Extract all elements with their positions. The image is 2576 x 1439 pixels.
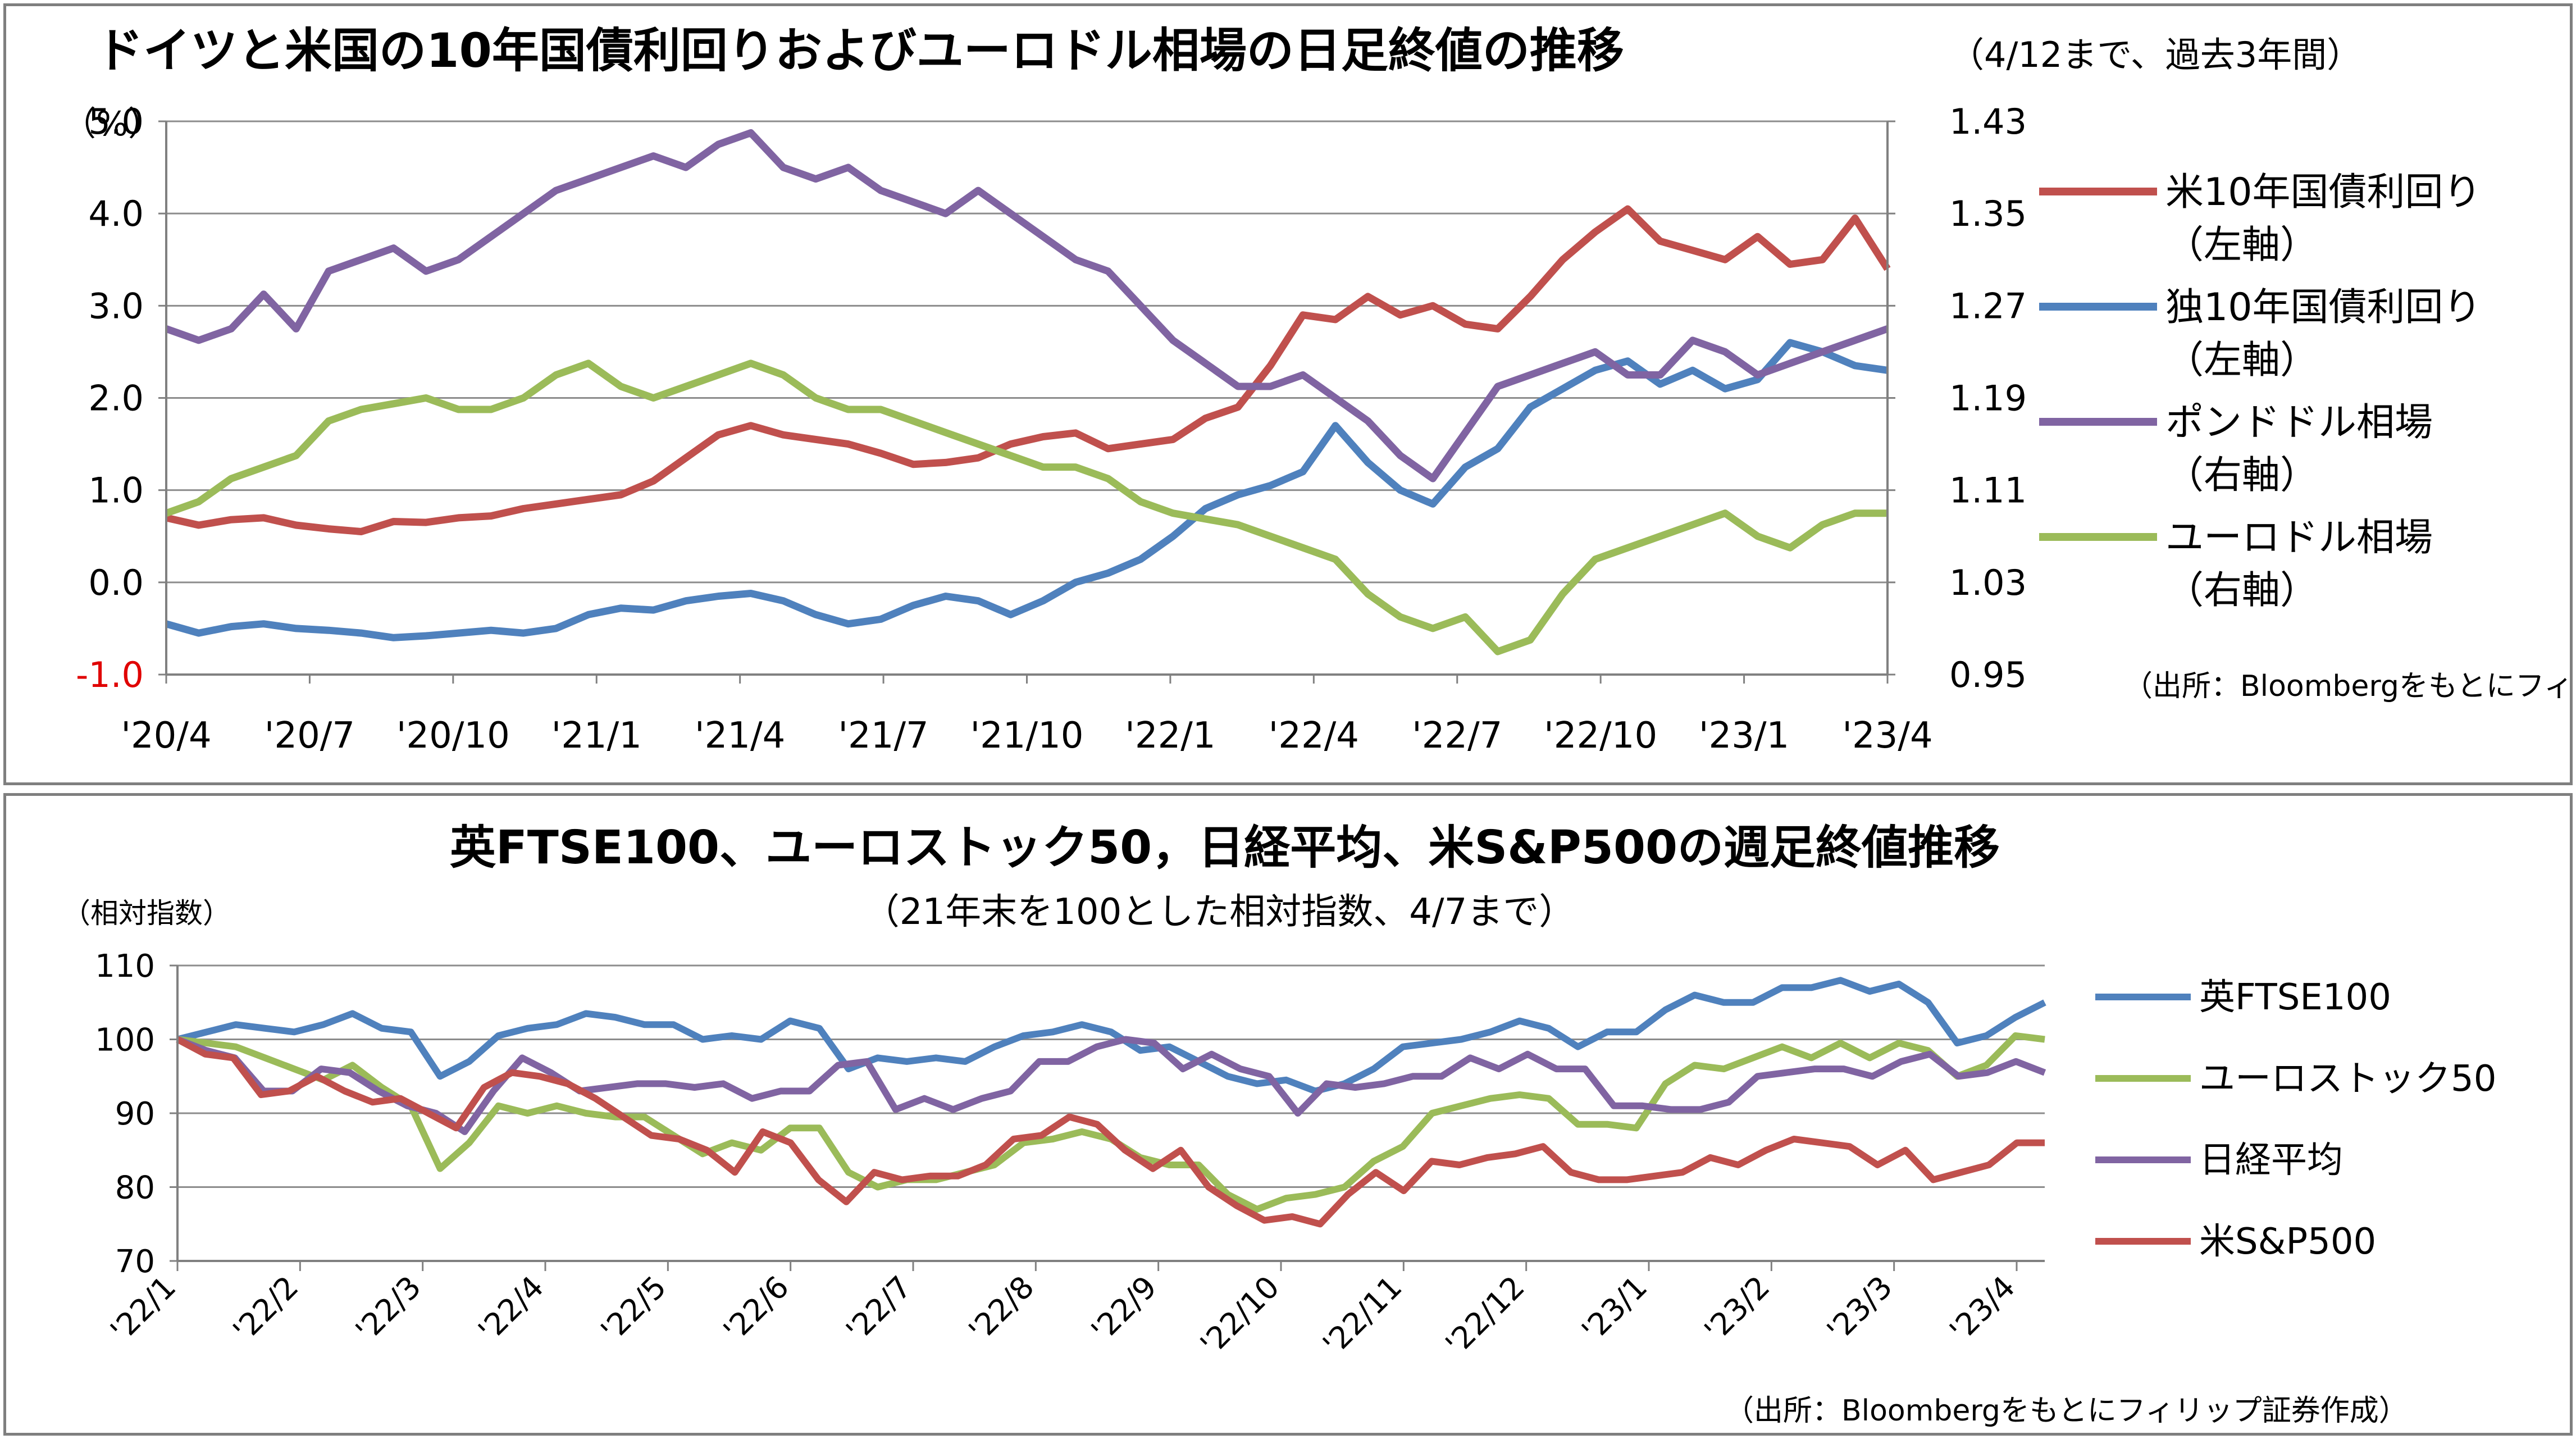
legend-label: 米S&P500 [2199, 1221, 2376, 1263]
chart-title: 英FTSE100、ユーロストック50，日経平均、米S&P500の週足終値推移 [450, 821, 2000, 875]
x-tick-label: '22/10 [1193, 1269, 1286, 1362]
x-tick-label: '22/6 [717, 1269, 796, 1349]
x-tick-label: '23/1 [1699, 715, 1789, 757]
left-tick-label: 3.0 [88, 285, 144, 326]
series-line-2 [165, 129, 1889, 482]
x-tick-label: '23/3 [1820, 1269, 1899, 1349]
x-tick-label: '22/10 [1544, 715, 1657, 757]
legend-axis-note: （左軸） [2165, 223, 2318, 267]
x-tick-label: '23/4 [1842, 715, 1932, 757]
y-tick-label: 80 [115, 1170, 155, 1206]
series-line--ftse100 [176, 977, 2046, 1095]
right-tick-label: 1.03 [1949, 562, 2027, 603]
legend-label: ユーロストック50 [2199, 1058, 2496, 1100]
source-note: （出所：Bloombergをもとにフィリップ証券作成） [1725, 1394, 2408, 1428]
chart-panel-bond-fx: ドイツと米国の10年国債利回りおよびユーロドル相場の日足終値の推移 （4/12ま… [3, 3, 2575, 785]
left-tick-label: 5.0 [88, 101, 144, 142]
legend-label: 米10年国債利回り [2165, 170, 2482, 215]
x-tick-label: '23/4 [1943, 1269, 2022, 1349]
series-line-0 [165, 205, 1891, 535]
left-tick-label: 4.0 [88, 193, 144, 234]
x-tick-label: '20/7 [265, 715, 355, 757]
y-tick-label: 90 [115, 1096, 155, 1132]
right-tick-label: 1.27 [1949, 285, 2027, 326]
x-tick-label: '21/10 [970, 715, 1083, 757]
x-tick-label: '22/3 [349, 1269, 428, 1349]
left-tick-label: -1.0 [76, 654, 144, 695]
x-tick-label: '22/4 [471, 1269, 550, 1349]
x-tick-label: '23/2 [1698, 1269, 1777, 1349]
x-tick-label: '22/8 [962, 1269, 1041, 1349]
left-axis-unit: （%） [62, 104, 162, 144]
chart-title: ドイツと米国の10年国債利回りおよびユーロドル相場の日足終値の推移 [96, 23, 1624, 78]
source-note: （出所：Bloombergをもとにフィリップ証券作成） [2123, 670, 2575, 703]
legend-axis-note: （左軸） [2165, 338, 2318, 382]
series-line-- [176, 1036, 2046, 1135]
right-tick-label: 1.19 [1949, 378, 2027, 419]
legend-label: 日経平均 [2199, 1140, 2343, 1181]
y-tick-label: 110 [95, 948, 155, 985]
right-tick-label: 1.11 [1949, 470, 2027, 511]
x-tick-label: '22/12 [1439, 1269, 1531, 1362]
x-tick-label: '21/7 [838, 715, 928, 757]
legend-label: 独10年国債利回り [2165, 285, 2482, 330]
x-tick-label: '22/7 [1412, 715, 1502, 757]
x-tick-label: '23/1 [1575, 1269, 1654, 1349]
stock-index-chart: 英FTSE100、ユーロストック50，日経平均、米S&P500の週足終値推移 （… [62, 821, 2496, 1428]
right-tick-label: 1.35 [1949, 193, 2027, 234]
x-tick-label: '22/1 [1125, 715, 1215, 757]
left-tick-label: 0.0 [88, 562, 144, 603]
x-tick-label: '21/4 [695, 715, 785, 757]
left-tick-label: 2.0 [88, 378, 144, 419]
x-tick-label: '22/7 [839, 1269, 918, 1349]
series-line--s-p500 [176, 1036, 2045, 1228]
x-tick-label: '22/11 [1316, 1269, 1408, 1362]
x-tick-label: '21/1 [551, 715, 642, 757]
right-tick-label: 0.95 [1949, 654, 2027, 695]
x-tick-label: '22/9 [1084, 1269, 1164, 1349]
legend-label: ユーロドル相場 [2165, 516, 2433, 560]
right-tick-label: 1.43 [1949, 101, 2027, 142]
legend-label: 英FTSE100 [2199, 977, 2391, 1018]
y-tick-label: 100 [95, 1022, 155, 1059]
bond-fx-chart: ドイツと米国の10年国債利回りおよびユーロドル相場の日足終値の推移 （4/12ま… [62, 23, 2575, 757]
x-tick-label: '22/2 [226, 1269, 306, 1349]
y-axis-unit: （相対指数） [62, 897, 231, 930]
x-tick-label: '20/4 [121, 715, 211, 757]
chart-subtitle: （21年末を100とした相対指数、4/7まで） [864, 891, 1575, 933]
legend-axis-note: （右軸） [2165, 453, 2318, 498]
chart-subtitle: （4/12まで、過去3年間） [1949, 34, 2361, 75]
left-tick-label: 1.0 [88, 470, 144, 511]
chart-panel-stock-indices: 英FTSE100、ユーロストック50，日経平均、米S&P500の週足終値推移 （… [3, 793, 2573, 1436]
x-tick-label: '20/10 [396, 715, 510, 757]
x-tick-label: '22/1 [103, 1269, 183, 1349]
x-tick-label: '22/5 [594, 1269, 673, 1349]
series-line-1 [165, 339, 1888, 641]
legend-label: ポンドドル相場 [2165, 400, 2433, 445]
series-line-3 [165, 359, 1887, 655]
legend-axis-note: （右軸） [2165, 568, 2318, 613]
x-tick-label: '22/4 [1269, 715, 1359, 757]
y-tick-label: 70 [115, 1244, 155, 1280]
